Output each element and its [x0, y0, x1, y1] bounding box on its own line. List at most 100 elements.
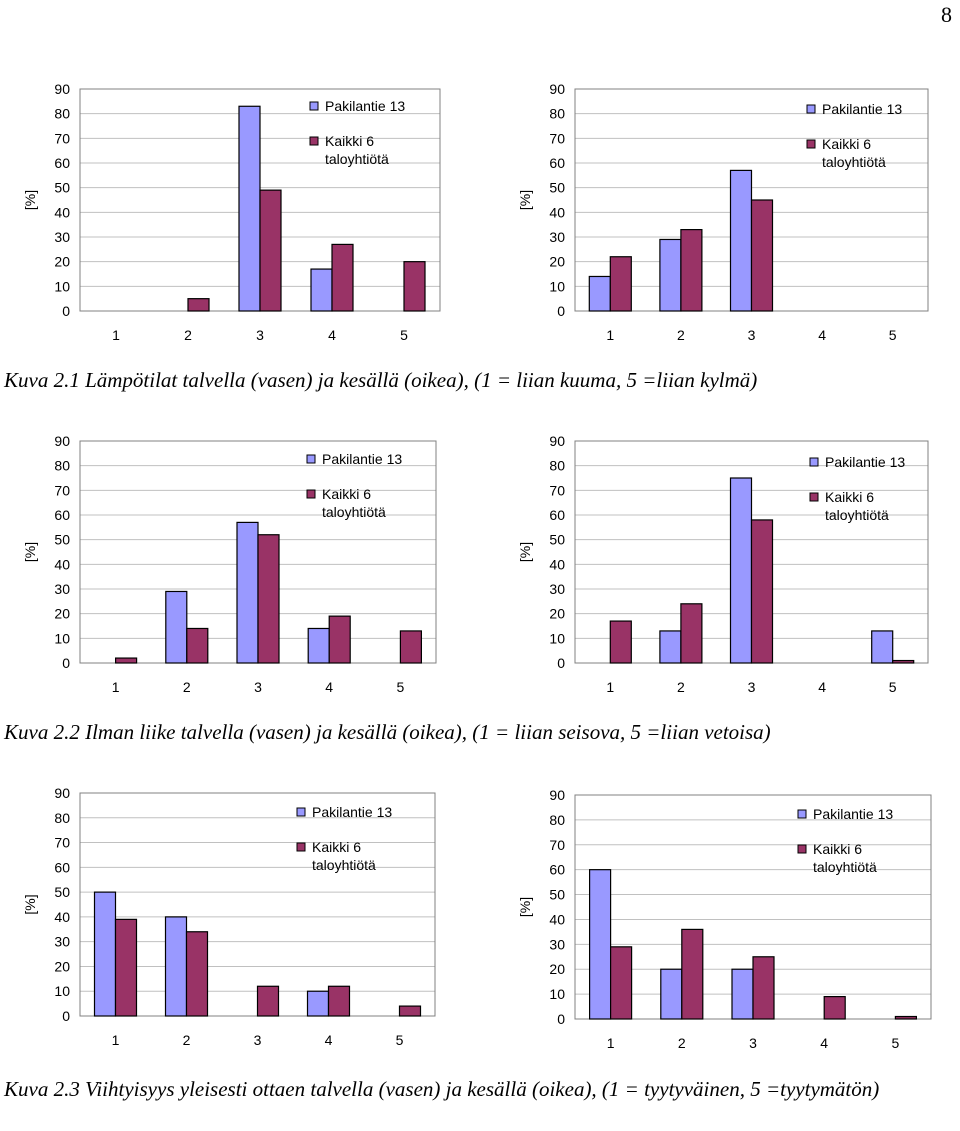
y-tick-label: 40	[54, 556, 70, 572]
bar-series-b	[609, 946, 633, 1020]
caption-fig2: Kuva 2.2 Ilman liike talvella (vasen) ja…	[4, 720, 771, 744]
legend-label-series-b-line1: Kaikki 6	[325, 133, 374, 149]
x-tick-label: 5	[889, 327, 897, 343]
chart-fig1-winter: 0 10 20 30 40 50 60 70 80 90 1 2 3 4 5 [%] Pakilantie 13…	[0, 0, 480, 350]
y-tick-label: 70	[549, 837, 565, 853]
chart-fig1-winter-svg: 0 10 20 30 40 50 60 70 80 90 1 2 3 4 5 [%] Pakilantie 13…	[22, 81, 441, 343]
legend-label-series-b-line1: Kaikki 6	[813, 841, 862, 857]
legend-swatch-series-b	[296, 842, 306, 852]
bar-series-b	[681, 928, 704, 1020]
y-tick-label: 60	[549, 155, 565, 171]
legend-swatch-series-a	[806, 104, 816, 114]
x-tick-label: 4	[818, 327, 826, 343]
y-tick-label: 90	[549, 787, 565, 803]
page-number: 8	[941, 2, 952, 27]
y-tick-label: 80	[54, 106, 70, 122]
y-tick-label: 0	[62, 655, 70, 671]
bar-series-b	[823, 995, 846, 1020]
caption-fig3: Kuva 2.3 Viihtyisyys yleisesti ottaen ta…	[4, 1077, 880, 1101]
bar-series-b	[403, 261, 426, 312]
legend-label-series-b-line1: Kaikki 6	[825, 489, 874, 505]
chart-fig2-winter-svg: 0 10 20 30 40 50 60 70 80 90 1 2 3 4 5 [%] Pakilantie 13…	[22, 433, 437, 695]
y-tick-label: 10	[549, 630, 565, 646]
y-tick-label: 20	[54, 958, 70, 974]
x-tick-label: 2	[678, 1035, 686, 1051]
x-tick-label: 1	[112, 1032, 120, 1048]
y-tick-label: 50	[549, 532, 565, 548]
legend-label-series-a: Pakilantie 13	[322, 451, 402, 467]
legend-swatch-series-a	[296, 807, 306, 817]
y-tick-label: 70	[54, 482, 70, 498]
chart-fig3-winter: 0 10 20 30 40 50 60 70 80 90 1 2 3 4 5 [%] Pakilantie 13…	[0, 0, 480, 1060]
bar-series-a	[165, 590, 188, 664]
chart-fig2-summer: 0 10 20 30 40 50 60 70 80 90 1 2 3 4 5 [%] Pakilantie 13…	[517, 433, 929, 695]
x-tick-label: 1	[112, 327, 120, 343]
legend-label-series-b-line2: taloyhtiötä	[325, 151, 389, 167]
legend-swatch-series-a	[309, 101, 319, 111]
x-tick-label: 3	[749, 1035, 757, 1051]
y-tick-label: 30	[549, 936, 565, 952]
legend-label-series-b-line2: taloyhtiötä	[813, 859, 877, 875]
x-tick-label: 4	[818, 679, 826, 695]
y-tick-label: 70	[54, 835, 70, 851]
legend-label-series-a: Pakilantie 13	[813, 806, 893, 822]
legend-label-series-b-line2: taloyhtiötä	[322, 504, 386, 520]
y-tick-label: 80	[549, 812, 565, 828]
bar-series-b	[609, 256, 632, 312]
y-tick-label: 50	[549, 887, 565, 903]
chart-fig3-winter-svg: 0 10 20 30 40 50 60 70 80 90 1 2 3 4 5 [%] Pakilantie 13…	[22, 785, 436, 1048]
bar-series-b	[680, 229, 703, 312]
legend-label-series-b-line1: Kaikki 6	[822, 136, 871, 152]
y-tick-label: 30	[54, 229, 70, 245]
x-tick-label: 5	[400, 327, 408, 343]
y-tick-label: 10	[549, 278, 565, 294]
x-tick-label: 4	[325, 1032, 333, 1048]
y-axis-label: [%]	[22, 894, 38, 914]
y-axis-label: [%]	[517, 897, 533, 917]
y-tick-label: 20	[549, 606, 565, 622]
y-tick-label: 10	[54, 630, 70, 646]
bar-series-b	[752, 956, 775, 1020]
y-tick-label: 10	[549, 986, 565, 1002]
y-axis-label: [%]	[22, 542, 38, 562]
chart-fig1-summer-svg: 0 10 20 30 40 50 60 70 80 90 1 2 3 4 5 [%] Pakilantie 13…	[517, 81, 929, 343]
x-tick-label: 2	[183, 679, 191, 695]
y-tick-label: 40	[549, 204, 565, 220]
bar-series-b	[894, 1015, 918, 1020]
legend-label-series-a: Pakilantie 13	[312, 804, 392, 820]
bar-series-b	[892, 659, 915, 664]
y-tick-label: 50	[54, 884, 70, 900]
x-tick-label: 5	[397, 679, 405, 695]
x-tick-label: 3	[748, 679, 756, 695]
bar-series-b	[398, 1005, 422, 1017]
x-tick-label: 5	[396, 1032, 404, 1048]
chart-fig2-summer-svg: 0 10 20 30 40 50 60 70 80 90 1 2 3 4 5 [%] Pakilantie 13…	[517, 433, 929, 695]
y-tick-label: 50	[549, 180, 565, 196]
y-tick-label: 10	[54, 983, 70, 999]
x-tick-label: 1	[606, 327, 614, 343]
x-tick-label: 1	[606, 679, 614, 695]
bar-series-b	[187, 298, 210, 312]
y-tick-label: 30	[549, 229, 565, 245]
y-tick-label: 80	[549, 106, 565, 122]
y-tick-label: 0	[557, 655, 565, 671]
x-tick-label: 5	[892, 1035, 900, 1051]
y-tick-label: 20	[54, 254, 70, 270]
y-axis-label: [%]	[22, 190, 38, 210]
caption-fig1: Kuva 2.1 Lämpötilat talvella (vasen) ja …	[4, 368, 758, 392]
y-tick-label: 0	[557, 1011, 565, 1027]
y-tick-label: 50	[54, 532, 70, 548]
legend-swatch-series-b	[806, 139, 816, 149]
bar-series-b	[114, 918, 138, 1017]
y-tick-label: 30	[54, 581, 70, 597]
x-tick-label: 5	[889, 679, 897, 695]
x-tick-label: 1	[607, 1035, 615, 1051]
y-tick-label: 60	[54, 155, 70, 171]
y-tick-label: 80	[54, 810, 70, 826]
bar-series-a	[731, 968, 754, 1020]
y-axis-label: [%]	[517, 542, 533, 562]
y-tick-label: 0	[62, 1008, 70, 1024]
y-tick-label: 90	[549, 433, 565, 449]
bar-series-b	[680, 603, 703, 664]
x-tick-label: 2	[184, 327, 192, 343]
